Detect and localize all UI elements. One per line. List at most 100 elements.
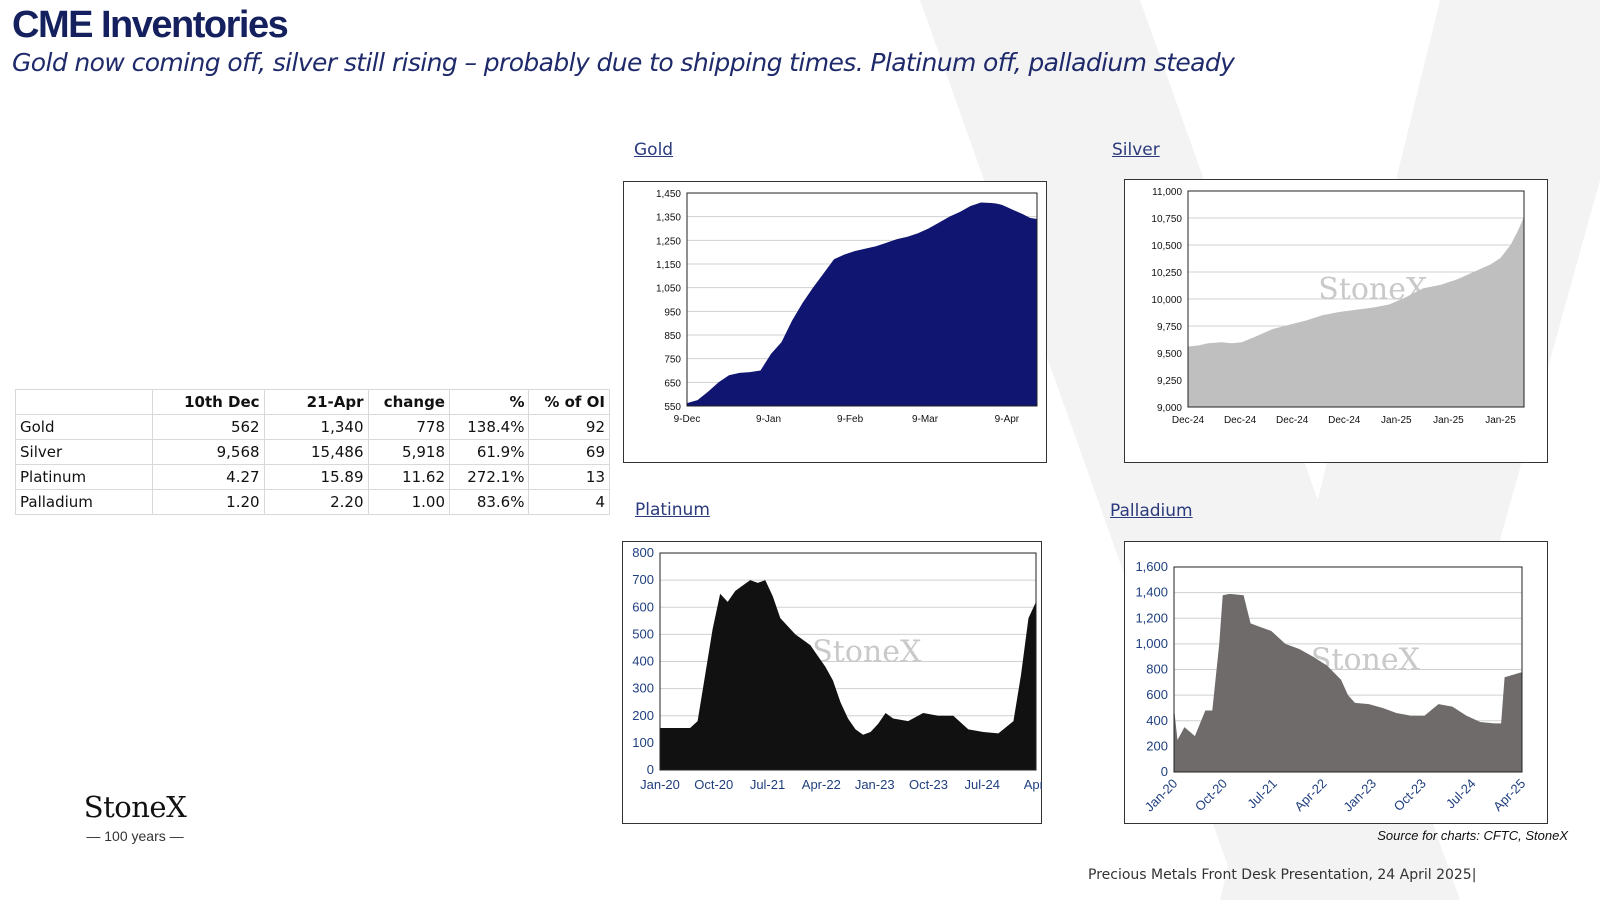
plot-area-border (1187, 190, 1525, 408)
table-cell: 13 (528, 464, 610, 490)
table-cell: 1,340 (263, 414, 369, 440)
x-tick-label: 9-Jan (756, 414, 781, 425)
x-tick-label: Jul-21 (750, 777, 785, 792)
table-row: Palladium 1.20 2.20 1.00 83.6% 4 (15, 489, 610, 515)
table-cell: 562 (151, 414, 265, 440)
table-cell: 138.4% (448, 414, 530, 440)
table-cell: 83.6% (448, 489, 530, 515)
gold-chart: 550 650 750 850 950 1,050 1,150 1,250 1,350 1,450… (623, 181, 1047, 463)
platinum-chart: 0 100 200 300 400 500 600 700 800 StoneX Jan-20 Oct… (622, 541, 1042, 824)
table-header-cell (15, 389, 153, 415)
inventory-summary-table: 10th Dec 21-Apr change % % of OI Gold 56… (15, 389, 610, 515)
x-tick-label: Jan-25 (1381, 415, 1412, 426)
source-note: Source for charts: CFTC, StoneX (1377, 828, 1568, 843)
y-tick-label: 850 (664, 331, 681, 342)
x-tick-label: Apr-22 (802, 777, 841, 792)
y-tick-label: 200 (1146, 738, 1168, 753)
logo-tagline: — 100 years — (86, 828, 184, 844)
series-area (687, 202, 1037, 406)
y-tick-label: 650 (664, 378, 681, 389)
palladium-chart: 0 200 400 600 800 1,000 1,200 1,400 1,600 StoneX J… (1124, 541, 1548, 824)
y-tick-label: 800 (1146, 662, 1168, 677)
table-header-cell: 10th Dec (151, 389, 265, 415)
table-row: Gold 562 1,340 778 138.4% 92 (15, 414, 610, 440)
silver-chart: 9,000 9,250 9,500 9,750 10,000 10,250 10,500 10… (1124, 179, 1548, 463)
table-cell: 61.9% (448, 439, 530, 465)
y-tick-label: 10,750 (1151, 214, 1182, 225)
footer-text: Precious Metals Front Desk Presentation,… (1088, 867, 1477, 883)
platinum-chart-label: Platinum (635, 500, 710, 520)
x-tick-label: 9-Apr (995, 414, 1020, 425)
table-cell: 2.20 (263, 489, 369, 515)
table-cell-metal: Silver (15, 439, 153, 465)
y-tick-label: 400 (1146, 713, 1168, 728)
table-header-cell: 21-Apr (263, 389, 369, 415)
table-cell: 69 (528, 439, 610, 465)
chart-watermark: StoneX (812, 635, 922, 670)
y-tick-label: 10,000 (1151, 295, 1182, 306)
y-tick-label: 700 (632, 572, 654, 587)
plot-area-border (686, 192, 1038, 407)
x-tick-label: 9-Mar (912, 414, 939, 425)
table-cell-metal: Platinum (15, 464, 153, 490)
x-tick-label: Jan-25 (1485, 415, 1516, 426)
table-row: Silver 9,568 15,486 5,918 61.9% 69 (15, 439, 610, 465)
x-tick-label: Dec-24 (1224, 415, 1257, 426)
table-cell: 15,486 (263, 439, 369, 465)
y-tick-label: 1,000 (1135, 636, 1168, 651)
stonex-logo: StoneX — 100 years — (70, 790, 200, 844)
y-tick-label: 10,500 (1151, 241, 1182, 252)
x-tick-label: 9-Feb (837, 414, 864, 425)
palladium-chart-label: Palladium (1110, 501, 1193, 521)
page-title: CME Inventories (12, 4, 289, 46)
table-header-row: 10th Dec 21-Apr change % % of OI (15, 389, 610, 415)
x-tick-label: Oct-20 (694, 777, 733, 792)
y-tick-label: 9,250 (1157, 376, 1182, 387)
chart-frame (1124, 541, 1548, 824)
y-tick-label: 1,600 (1135, 559, 1168, 574)
plot-area-border (1173, 566, 1523, 773)
table-header-cell: % of OI (528, 389, 610, 415)
table-cell: 15.89 (263, 464, 369, 490)
x-tick-label: 9-Dec (674, 414, 701, 425)
y-tick-label: 950 (664, 307, 681, 318)
table-header-cell: change (367, 389, 450, 415)
y-tick-label: 550 (664, 402, 681, 413)
x-tick-label: Jan-25 (1433, 415, 1464, 426)
y-tick-label: 1,450 (656, 189, 681, 200)
silver-chart-label: Silver (1112, 140, 1160, 160)
x-tick-label: Dec-24 (1276, 415, 1309, 426)
page-subtitle: Gold now coming off, silver still rising… (12, 48, 1235, 77)
y-tick-label: 300 (632, 681, 654, 696)
table-cell: 4 (528, 489, 610, 515)
y-tick-label: 600 (1146, 687, 1168, 702)
series-area (1188, 216, 1524, 407)
series-area (660, 580, 1036, 770)
y-tick-label: 200 (632, 708, 654, 723)
logo-wordmark: StoneX (83, 790, 187, 824)
x-tick-label: Dec-24 (1328, 415, 1361, 426)
series-area (1174, 593, 1522, 772)
y-tick-label: 1,400 (1135, 585, 1168, 600)
table-cell: 272.1% (448, 464, 530, 490)
y-tick-label: 1,250 (656, 236, 681, 247)
plot-area-border (659, 552, 1037, 771)
table-cell: 5,918 (367, 439, 450, 465)
y-tick-label: 9,000 (1157, 403, 1182, 414)
x-tick-label: Apr- (1024, 777, 1042, 792)
x-tick-label: Dec-24 (1172, 415, 1205, 426)
y-tick-label: 9,750 (1157, 322, 1182, 333)
y-tick-label: 10,250 (1151, 268, 1182, 279)
table-cell-metal: Palladium (15, 489, 153, 515)
table-cell: 1.00 (367, 489, 450, 515)
y-tick-label: 500 (632, 626, 654, 641)
table-cell-metal: Gold (15, 414, 153, 440)
x-tick-label: Oct-23 (909, 777, 948, 792)
y-tick-label: 100 (632, 735, 654, 750)
x-tick-label: Jan-23 (855, 777, 895, 792)
table-header-cell: % (448, 389, 530, 415)
table-cell: 11.62 (367, 464, 450, 490)
y-tick-label: 750 (664, 355, 681, 366)
y-tick-label: 0 (647, 762, 654, 777)
table-row: Platinum 4.27 15.89 11.62 272.1% 13 (15, 464, 610, 490)
